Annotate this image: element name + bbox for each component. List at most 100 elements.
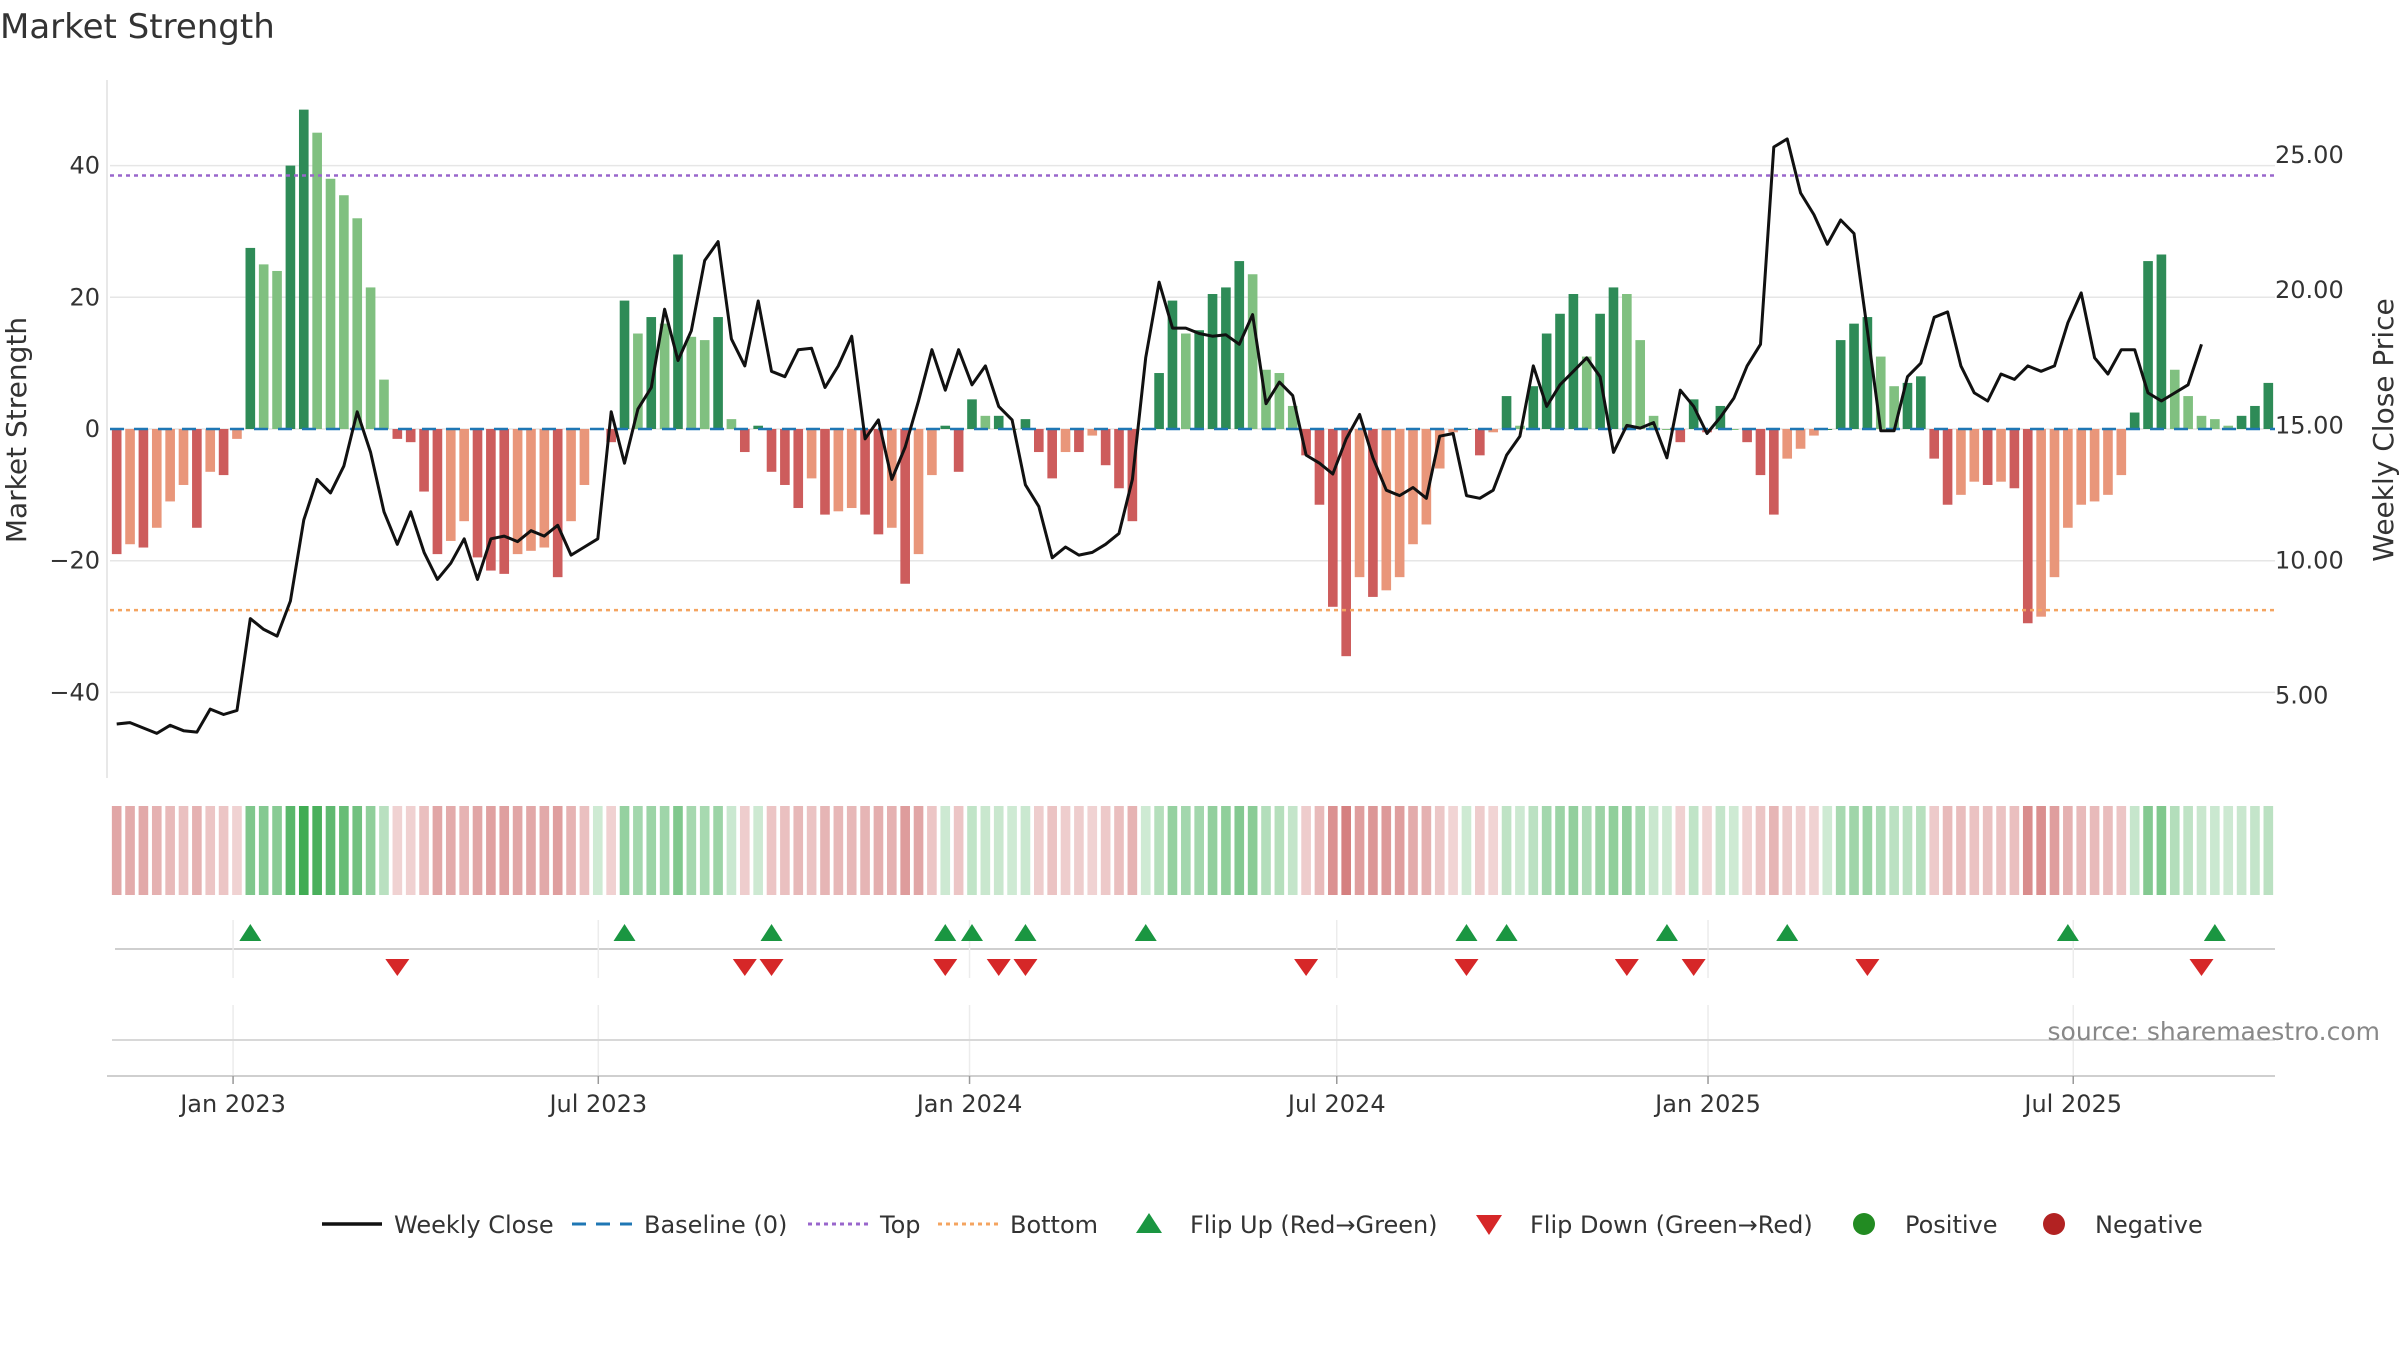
strength-bar (2143, 261, 2153, 429)
flip-down-marker (1681, 959, 1706, 976)
strength-bar (539, 429, 550, 548)
strength-bar (860, 429, 870, 515)
strength-bar (419, 429, 429, 492)
strength-bar (1795, 429, 1806, 449)
heat-cell (1087, 806, 1098, 895)
heat-cell (1100, 806, 1111, 895)
strength-bar (566, 429, 576, 522)
strength-bar (285, 165, 296, 430)
strength-bar (927, 429, 937, 476)
heat-cell (1755, 806, 1766, 895)
strength-bar (913, 429, 924, 555)
heat-cell (1555, 806, 1565, 895)
x-tick-label: Jan 2025 (1653, 1090, 1761, 1118)
strength-bar (633, 333, 643, 429)
weekly-close-line (116, 137, 2203, 735)
strength-bar (178, 429, 189, 485)
heat-cell (1074, 806, 1084, 895)
strength-bar (686, 336, 697, 429)
strength-bar (1568, 294, 1579, 429)
heat-cell (2169, 806, 2180, 895)
y-right-tick-label: 5.00 (2275, 682, 2328, 710)
strength-bar (1982, 429, 1993, 485)
strength-bar (659, 323, 670, 429)
heat-cell (1261, 806, 1271, 895)
strength-bar (780, 429, 790, 485)
heat-cell (1154, 806, 1164, 895)
strength-bar (1969, 429, 1980, 482)
heat-cell (1568, 806, 1579, 895)
strength-bar (2103, 429, 2113, 495)
flip-up-marker (1495, 924, 1518, 941)
x-tick-label: Jul 2023 (547, 1090, 647, 1118)
heat-cell (1916, 806, 1926, 895)
legend-label: Positive (1905, 1211, 1998, 1239)
strength-bar (2169, 369, 2180, 429)
strength-bar (2263, 382, 2274, 429)
heat-cell (2263, 806, 2274, 895)
flip-down-marker (1855, 959, 1880, 976)
heat-cell (1341, 806, 1351, 895)
heat-cell (1929, 806, 1940, 895)
heat-cell (312, 806, 322, 895)
flip-up-marker (1134, 924, 1157, 941)
heat-cell (1034, 806, 1044, 895)
strength-bar (1488, 429, 1499, 433)
strength-bar (726, 419, 737, 429)
strength-bar (1889, 386, 1899, 429)
source-note: source: sharemaestro.com (2048, 1017, 2381, 1046)
strength-bar (619, 300, 630, 429)
bottom-panel: Jan 2023 Jul 2023 Jan 2024 Jul 2024 Jan 2025… (107, 1005, 2275, 1118)
heat-cell (940, 806, 951, 895)
strength-bar (1608, 287, 1619, 429)
strength-bar (2129, 412, 2140, 429)
heat-cell (1862, 806, 1873, 895)
heat-cell (1662, 806, 1672, 895)
heat-cell (967, 806, 977, 895)
strength-bar (1688, 399, 1699, 429)
strength-bar (2156, 254, 2167, 429)
strength-bar (1622, 294, 1632, 429)
strength-bar (205, 429, 216, 472)
heat-cell (1675, 806, 1686, 895)
strength-bar (713, 317, 723, 429)
flip-up-marker (239, 924, 262, 941)
heat-cell (1328, 806, 1338, 895)
flip-down-marker (1294, 959, 1319, 976)
strength-bar (125, 429, 135, 545)
legend-label: Negative (2095, 1211, 2203, 1239)
flip-down-marker (385, 959, 410, 976)
y-left-tick-label: 0 (85, 415, 100, 443)
y-right-tick-label: 15.00 (2275, 411, 2344, 439)
x-tick-label: Jul 2024 (1286, 1090, 1386, 1118)
strength-bar (232, 429, 242, 439)
heat-cell (1434, 806, 1445, 895)
legend-label: Top (879, 1211, 921, 1239)
heat-cell (1234, 806, 1245, 895)
strength-bar (392, 429, 403, 439)
strength-bars (111, 109, 2274, 657)
strength-bar (151, 429, 162, 528)
heat-cell (1835, 806, 1846, 895)
strength-bar (1154, 373, 1164, 429)
strength-bar (432, 429, 443, 555)
strength-bar (1287, 405, 1298, 429)
heat-cell (1635, 806, 1646, 895)
strength-bar (2049, 429, 2060, 578)
heat-cell (2036, 806, 2046, 895)
strength-bar (459, 429, 469, 522)
heat-cell (1809, 806, 1819, 895)
heat-cell (619, 806, 630, 895)
strength-bar (2250, 405, 2260, 429)
strength-bar (1448, 429, 1458, 433)
legend-label: Bottom (1010, 1211, 1098, 1239)
strength-bar (1875, 356, 1886, 429)
heat-cell (1207, 806, 1218, 895)
strength-bar (1314, 429, 1325, 505)
legend: Weekly Close Baseline (0) Top Bottom Flip Up… (322, 1211, 2203, 1239)
heat-cell (1060, 806, 1071, 895)
heat-cell (1247, 806, 1258, 895)
heat-cell (2009, 806, 2020, 895)
heat-cell (1595, 806, 1605, 895)
strength-bar (138, 429, 149, 548)
